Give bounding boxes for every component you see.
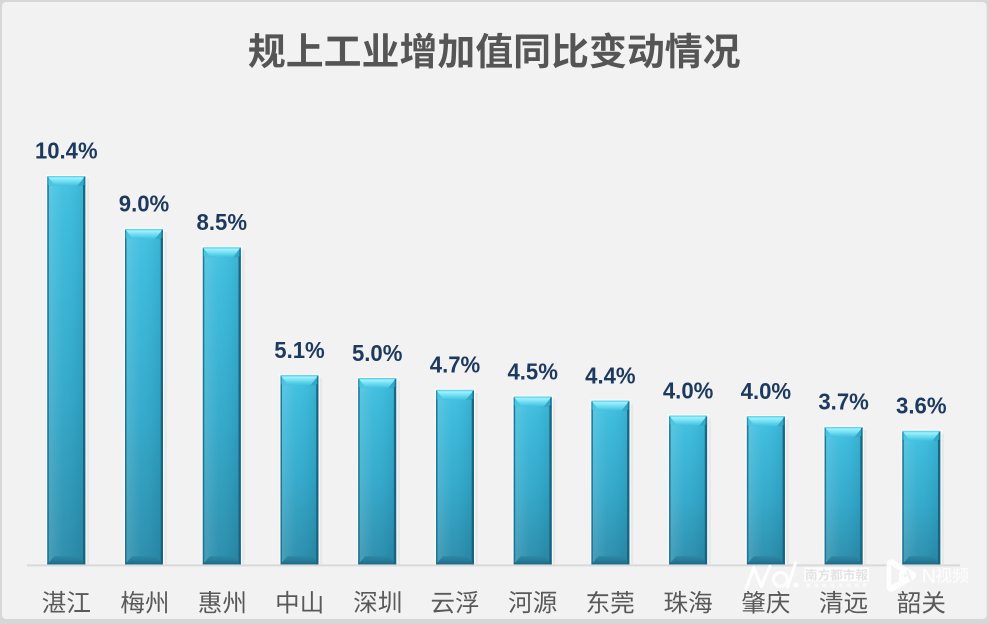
svg-text:5.0%: 5.0% [352,340,403,366]
svg-text:8.5%: 8.5% [197,209,248,235]
svg-text:4.0%: 4.0% [741,378,792,404]
svg-text:3.6%: 3.6% [896,393,947,419]
svg-text:4.0%: 4.0% [663,377,714,403]
svg-text:10.4%: 10.4% [35,138,98,164]
svg-text:3.7%: 3.7% [818,389,869,415]
svg-text:4.5%: 4.5% [507,358,558,384]
svg-text:4.4%: 4.4% [585,362,636,388]
svg-text:5.1%: 5.1% [274,337,325,363]
svg-text:N: N [922,566,936,588]
svg-text:4.7%: 4.7% [430,352,481,378]
svg-text:9.0%: 9.0% [119,191,170,217]
